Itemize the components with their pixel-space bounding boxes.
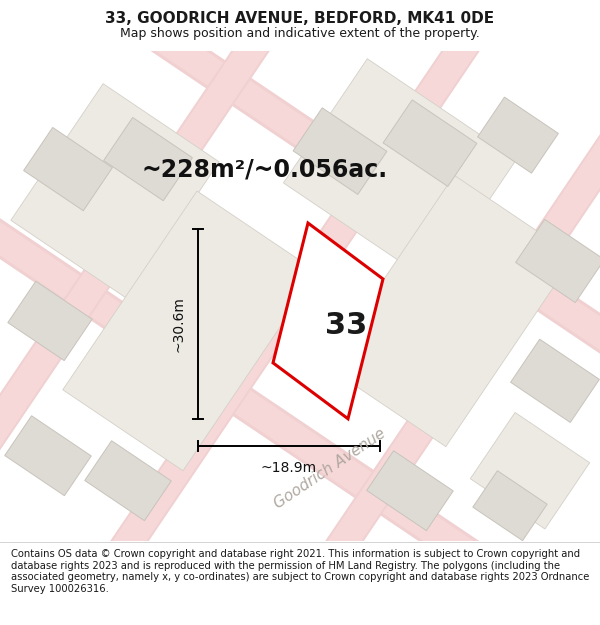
Polygon shape xyxy=(63,191,317,471)
Polygon shape xyxy=(283,59,517,284)
Polygon shape xyxy=(88,0,502,594)
Polygon shape xyxy=(0,178,600,625)
Polygon shape xyxy=(86,0,504,594)
Polygon shape xyxy=(470,412,590,529)
Polygon shape xyxy=(104,118,193,201)
Polygon shape xyxy=(367,451,453,531)
Polygon shape xyxy=(0,176,600,625)
Polygon shape xyxy=(0,0,600,396)
Text: Contains OS data © Crown copyright and database right 2021. This information is : Contains OS data © Crown copyright and d… xyxy=(11,549,589,594)
Text: ~18.9m: ~18.9m xyxy=(261,461,317,475)
Polygon shape xyxy=(478,97,559,173)
Text: ~30.6m: ~30.6m xyxy=(171,296,185,352)
Text: 33, GOODRICH AVENUE, BEDFORD, MK41 0DE: 33, GOODRICH AVENUE, BEDFORD, MK41 0DE xyxy=(106,11,494,26)
Polygon shape xyxy=(5,416,91,496)
Polygon shape xyxy=(23,127,112,211)
Polygon shape xyxy=(326,175,574,447)
Polygon shape xyxy=(293,108,387,194)
Polygon shape xyxy=(11,84,219,299)
Polygon shape xyxy=(301,0,600,594)
Polygon shape xyxy=(383,100,477,186)
Polygon shape xyxy=(511,339,599,422)
Text: Map shows position and indicative extent of the property.: Map shows position and indicative extent… xyxy=(120,27,480,40)
Polygon shape xyxy=(515,219,600,302)
Polygon shape xyxy=(273,223,383,419)
Text: ~228m²/~0.056ac.: ~228m²/~0.056ac. xyxy=(142,157,388,181)
Polygon shape xyxy=(8,281,92,361)
Polygon shape xyxy=(302,0,600,594)
Polygon shape xyxy=(473,471,547,541)
Polygon shape xyxy=(85,441,171,521)
Polygon shape xyxy=(0,0,600,394)
Polygon shape xyxy=(0,0,294,594)
Text: Goodrich Avenue: Goodrich Avenue xyxy=(272,426,388,511)
Text: 33: 33 xyxy=(325,311,367,341)
Polygon shape xyxy=(0,0,292,594)
